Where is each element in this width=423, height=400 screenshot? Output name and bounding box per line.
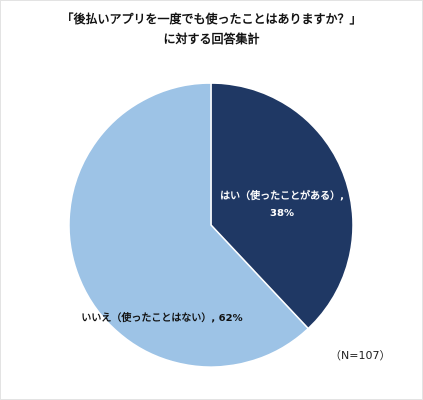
sample-size-note: （N=107） bbox=[330, 349, 391, 362]
pie-slice-label-1-line-2: 38% bbox=[270, 208, 294, 219]
pie-slice-label-1: はい（使ったことがある）, 38% bbox=[220, 189, 344, 219]
pie-slice-label-2-line-1: いいえ（使ったことはない）, 62% bbox=[81, 311, 242, 324]
chart-title-line-1: 「後払いアプリを一度でも使ったことはありますか？」 bbox=[61, 12, 362, 26]
pie-slice-2 bbox=[68, 82, 310, 368]
chart-title-line-2: に対する回答集計 bbox=[163, 32, 260, 46]
pie-slice-1 bbox=[210, 82, 354, 330]
pie-slice-label-1-line-1: はい（使ったことがある）, bbox=[220, 189, 344, 202]
pie-slice-label-2: いいえ（使ったことはない）, 62% bbox=[81, 311, 242, 324]
